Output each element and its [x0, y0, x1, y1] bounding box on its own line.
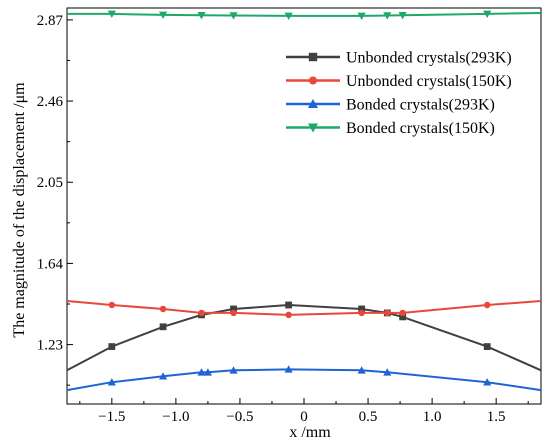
triangle-down-marker	[383, 12, 392, 20]
triangle-down-marker	[307, 123, 319, 133]
x-tick-label: 1.0	[423, 409, 442, 425]
circle-marker	[159, 305, 167, 313]
circle-marker	[483, 301, 491, 309]
circle-marker	[399, 309, 406, 317]
circle-marker	[198, 309, 205, 317]
square-marker	[308, 52, 318, 62]
triangle-down-marker	[197, 12, 206, 20]
x-tick-label: −1.0	[162, 409, 189, 425]
legend-label: Unbonded crystals(150K)	[346, 73, 512, 90]
legend-entry-4: Bonded crystals(150K)	[286, 120, 495, 137]
series-3	[66, 365, 542, 392]
square-marker	[483, 343, 491, 350]
x-tick-label: 1.5	[487, 409, 506, 425]
triangle-down-marker	[483, 10, 492, 19]
square-marker	[358, 305, 366, 313]
series-1	[66, 301, 542, 372]
square-marker	[230, 305, 237, 313]
circle-marker	[285, 311, 292, 319]
triangle-down-marker	[107, 10, 116, 19]
plot-frame	[66, 7, 542, 405]
triangle-up-marker	[203, 368, 212, 376]
triangle-up-marker	[284, 365, 293, 373]
y-tick-label: 1.23	[37, 338, 63, 354]
x-tick-label: 0.5	[359, 409, 378, 425]
triangle-up-marker	[197, 368, 206, 376]
legend-entry-2: Unbonded crystals(150K)	[286, 73, 512, 90]
y-tick-label: 2.05	[37, 175, 63, 191]
y-tick-label: 2.46	[37, 94, 64, 110]
series-layer	[66, 10, 542, 392]
circle-marker	[358, 309, 365, 317]
x-tick-label: −1.5	[98, 409, 125, 425]
triangle-up-marker	[159, 372, 168, 380]
series-line	[66, 368, 542, 392]
legend-label: Unbonded crystals(293K)	[346, 50, 512, 67]
x-tick-label: 0	[300, 409, 308, 425]
triangle-up-marker	[107, 378, 116, 386]
legend-label: Bonded crystals(150K)	[346, 120, 495, 137]
series-4	[67, 10, 542, 20]
legend-entry-1: Unbonded crystals(293K)	[286, 50, 512, 67]
series-line	[66, 300, 542, 316]
circle-marker	[108, 301, 116, 309]
x-axis-label: x /mm	[289, 424, 331, 441]
triangle-up-marker	[383, 368, 392, 376]
legend: Unbonded crystals(293K) Unbonded crystals…	[286, 50, 512, 137]
triangle-down-marker	[398, 12, 407, 20]
x-tick-label: −0.5	[226, 409, 253, 425]
y-tick-label: 2.87	[37, 13, 64, 29]
legend-label: Bonded crystals(293K)	[346, 97, 495, 114]
triangle-up-marker	[229, 366, 238, 374]
circle-marker	[384, 309, 391, 317]
square-marker	[108, 343, 116, 350]
circle-marker	[309, 76, 317, 85]
triangle-up-marker	[307, 98, 319, 109]
series-2	[66, 300, 542, 319]
y-tick-label: 1.64	[37, 256, 64, 272]
triangle-down-marker	[159, 11, 168, 20]
series-line	[67, 12, 542, 17]
circle-marker	[230, 309, 237, 317]
triangle-up-marker	[357, 366, 366, 374]
square-marker	[285, 301, 293, 309]
triangle-down-marker	[229, 12, 238, 20]
axes-layer: x /mm The magnitude of the displacement …	[11, 13, 529, 441]
triangle-up-marker	[483, 378, 492, 386]
square-marker	[159, 323, 167, 331]
plot-area	[66, 7, 542, 405]
triangle-down-marker	[357, 12, 366, 20]
y-axis-label: The magnitude of the displacement /μm	[11, 82, 28, 338]
square-marker	[399, 313, 407, 321]
triangle-down-marker	[284, 12, 293, 20]
legend-entry-3: Bonded crystals(293K)	[286, 97, 495, 114]
